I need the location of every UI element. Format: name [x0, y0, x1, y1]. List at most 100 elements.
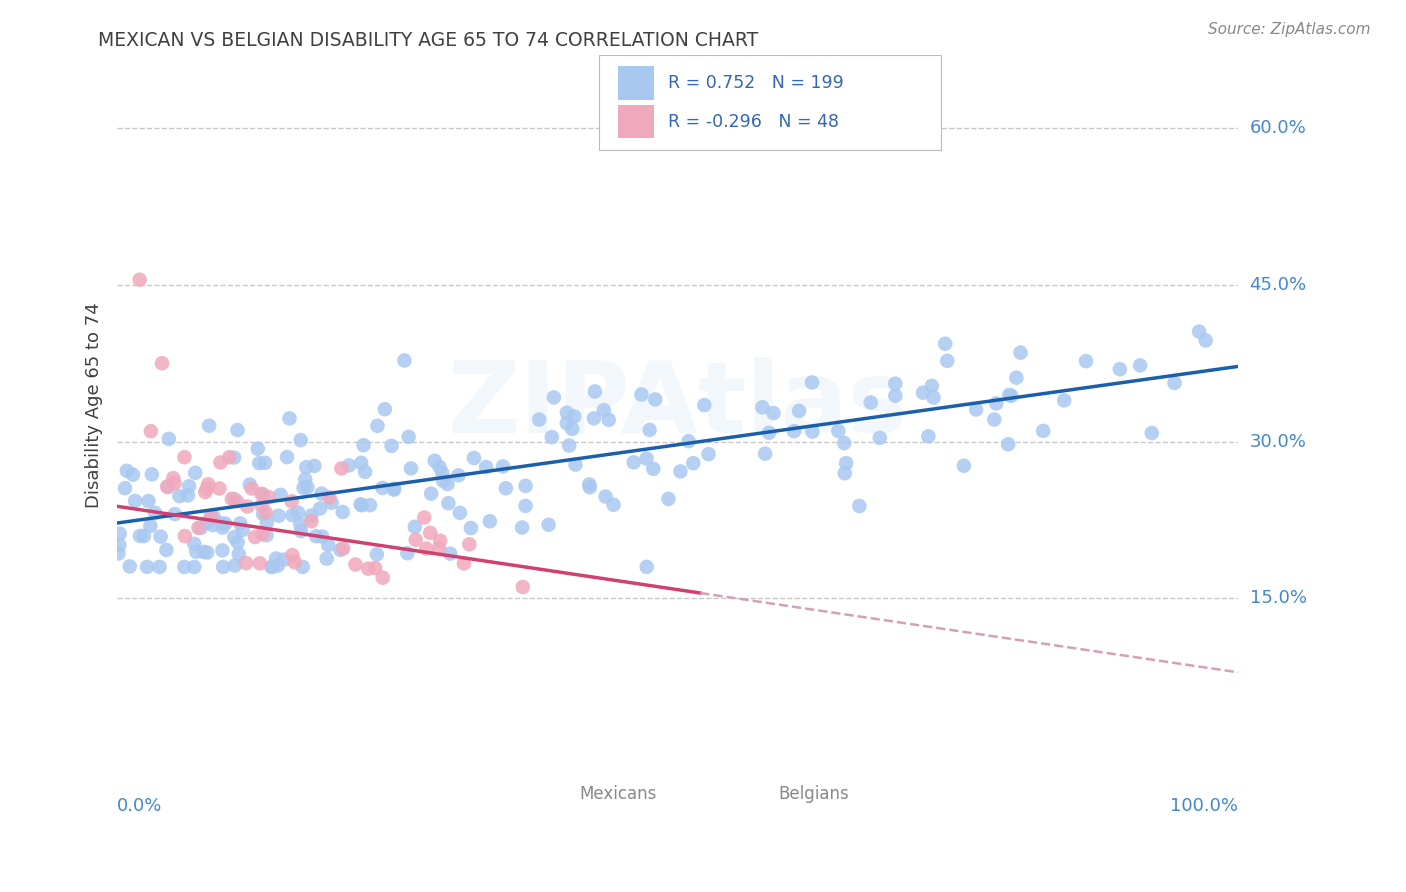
Point: [527, 412, 550, 426]
Point: [330, 461, 353, 475]
Point: [211, 543, 233, 558]
Point: [194, 485, 217, 500]
Point: [316, 538, 339, 552]
Text: 60.0%: 60.0%: [1250, 120, 1306, 137]
Point: [495, 481, 517, 495]
Point: [832, 436, 855, 450]
Point: [510, 520, 533, 534]
Point: [835, 456, 858, 470]
Point: [1129, 359, 1152, 373]
Point: [186, 545, 208, 559]
Point: [758, 425, 780, 440]
Point: [284, 555, 307, 569]
Point: [787, 404, 810, 418]
Point: [211, 516, 233, 531]
Point: [252, 527, 274, 541]
Text: 15.0%: 15.0%: [1250, 590, 1306, 607]
Point: [240, 482, 263, 496]
Point: [429, 459, 451, 474]
Point: [371, 481, 394, 495]
Point: [329, 542, 352, 557]
Point: [243, 530, 266, 544]
Point: [413, 510, 436, 524]
Point: [224, 530, 246, 544]
Point: [1053, 393, 1076, 408]
Point: [936, 354, 959, 368]
Point: [169, 489, 191, 503]
Point: [420, 486, 443, 500]
Point: [848, 499, 870, 513]
Point: [209, 455, 232, 469]
Point: [447, 468, 470, 483]
Text: Belgians: Belgians: [779, 785, 849, 803]
Point: [449, 506, 471, 520]
Point: [564, 458, 586, 472]
Point: [211, 520, 233, 534]
Point: [515, 479, 537, 493]
Point: [398, 430, 420, 444]
Point: [183, 537, 205, 551]
Point: [394, 353, 416, 368]
Point: [453, 557, 475, 571]
Point: [953, 458, 976, 473]
Point: [195, 545, 218, 559]
Point: [311, 486, 333, 500]
Point: [202, 510, 225, 524]
Point: [150, 356, 173, 370]
Point: [332, 505, 354, 519]
Text: 100.0%: 100.0%: [1170, 797, 1239, 814]
Point: [290, 433, 312, 447]
Point: [1163, 376, 1185, 390]
Point: [911, 385, 934, 400]
Point: [156, 480, 179, 494]
Point: [270, 488, 292, 502]
FancyBboxPatch shape: [538, 784, 572, 804]
Point: [561, 422, 583, 436]
Point: [115, 464, 138, 478]
Point: [318, 491, 340, 505]
Point: [163, 507, 186, 521]
Point: [163, 476, 186, 491]
Point: [287, 506, 309, 520]
Text: 30.0%: 30.0%: [1250, 433, 1306, 450]
Point: [290, 517, 312, 532]
Point: [801, 425, 824, 439]
Point: [281, 548, 304, 562]
Text: MEXICAN VS BELGIAN DISABILITY AGE 65 TO 74 CORRELATION CHART: MEXICAN VS BELGIAN DISABILITY AGE 65 TO …: [98, 31, 759, 50]
Point: [404, 520, 426, 534]
Point: [997, 437, 1019, 451]
Point: [463, 450, 485, 465]
Point: [354, 465, 377, 479]
Point: [558, 439, 581, 453]
Point: [458, 537, 481, 551]
Point: [224, 558, 246, 573]
Point: [869, 431, 891, 445]
Point: [986, 396, 1008, 410]
Point: [156, 479, 179, 493]
Point: [332, 541, 354, 556]
Point: [540, 430, 562, 444]
Point: [460, 521, 482, 535]
Point: [998, 388, 1021, 402]
Point: [149, 560, 172, 574]
Point: [218, 450, 240, 465]
Point: [260, 560, 283, 574]
Point: [934, 336, 956, 351]
Point: [922, 391, 945, 405]
Point: [201, 518, 224, 533]
Point: [1195, 334, 1218, 348]
Point: [321, 496, 343, 510]
Point: [349, 497, 371, 511]
Point: [280, 494, 302, 508]
Point: [357, 562, 380, 576]
Point: [475, 460, 498, 475]
Point: [396, 546, 419, 560]
Text: 0.0%: 0.0%: [117, 797, 163, 814]
Point: [669, 464, 692, 478]
Point: [252, 487, 274, 501]
Point: [921, 379, 943, 393]
Point: [579, 480, 602, 494]
Text: Source: ZipAtlas.com: Source: ZipAtlas.com: [1208, 22, 1371, 37]
Point: [427, 541, 450, 556]
Text: 45.0%: 45.0%: [1250, 276, 1306, 293]
